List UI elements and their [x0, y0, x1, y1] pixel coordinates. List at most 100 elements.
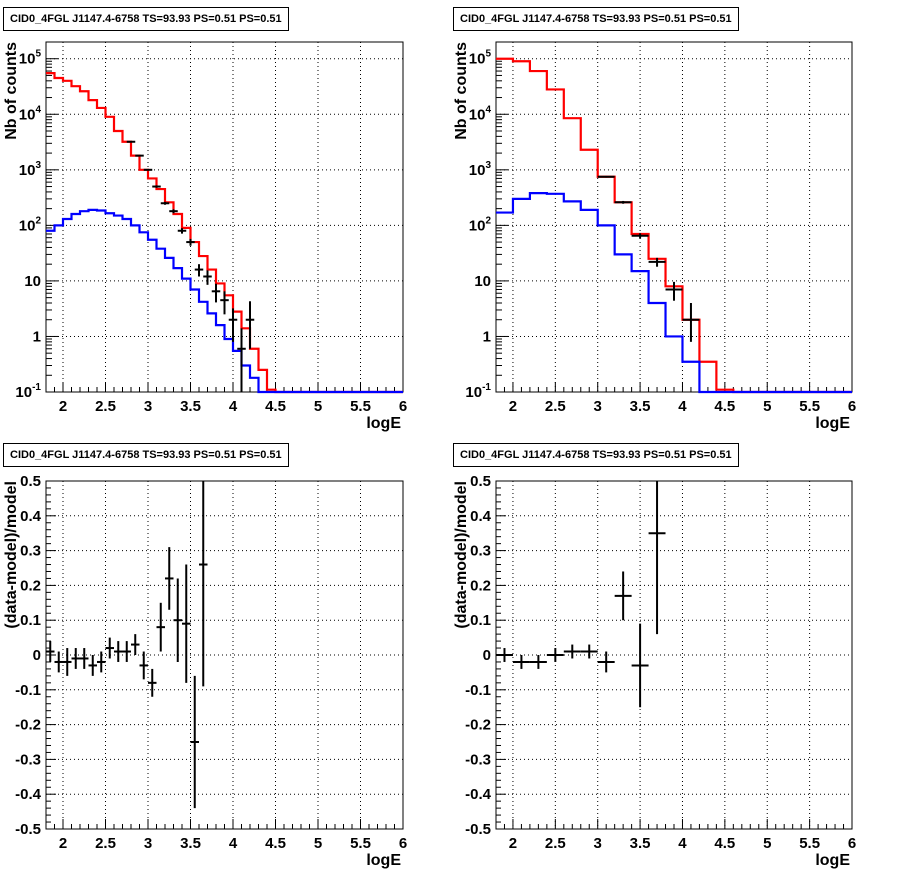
y-tick-label: 1 — [483, 328, 491, 345]
y-tick-label: 105 — [19, 49, 42, 68]
chart-title-1: CID0_4FGL J1147.4-6758 TS=93.93 PS=0.51 … — [3, 7, 289, 31]
x-tick-label: 6 — [848, 835, 856, 852]
series-3 — [126, 140, 255, 392]
x-axis-label: logE — [815, 415, 850, 432]
data-point — [169, 209, 178, 214]
x-axis-label: logE — [366, 852, 401, 869]
x-tick-label: 4 — [678, 398, 687, 415]
data-point — [46, 641, 55, 662]
y-tick-label: 102 — [19, 215, 42, 234]
data-point — [682, 303, 700, 342]
data-point — [190, 675, 199, 809]
data-point — [177, 228, 187, 234]
x-tick-label: 4 — [229, 398, 238, 415]
data-point — [245, 301, 255, 349]
grid — [46, 481, 403, 829]
data-point — [512, 655, 530, 669]
series-1 — [496, 481, 666, 708]
y-tick-label: 10-1 — [465, 382, 491, 401]
data-point — [131, 634, 140, 655]
grid — [496, 42, 852, 392]
series-1 — [46, 72, 403, 394]
y-tick-label: 1 — [33, 328, 41, 345]
series-2 — [496, 192, 852, 394]
x-tick-label: 5 — [314, 398, 322, 415]
data-point — [186, 238, 195, 246]
y-tick-label: 0 — [483, 647, 491, 664]
x-axis-label: logE — [366, 415, 401, 432]
x-tick-label: 5 — [314, 835, 322, 852]
series-2 — [46, 208, 403, 394]
data-point — [648, 257, 666, 267]
data-point — [54, 651, 63, 673]
data-point — [63, 648, 72, 676]
y-tick-label: -0.4 — [15, 786, 42, 803]
y-tick-label: 0.5 — [20, 473, 41, 490]
chart-title-3: CID0_4FGL J1147.4-6758 TS=93.93 PS=0.51 … — [3, 443, 289, 467]
x-axis-label: logE — [815, 852, 850, 869]
x-tick-label: 5.5 — [799, 398, 820, 415]
y-tick-label: 103 — [469, 160, 492, 179]
data-point — [114, 641, 123, 662]
y-tick-label: 0.4 — [20, 508, 42, 525]
data-point — [614, 200, 632, 204]
x-tick-label: 3.5 — [630, 835, 651, 852]
y-tick-label: 0.5 — [470, 473, 491, 490]
x-tick-label: 6 — [848, 398, 856, 415]
data-point — [156, 602, 165, 652]
x-tick-label: 2 — [509, 835, 517, 852]
x-tick-label: 5.5 — [350, 835, 371, 852]
y-tick-label: -0.1 — [15, 682, 41, 699]
y-tick-label: 104 — [19, 104, 42, 123]
y-tick-label: 0.2 — [20, 577, 41, 594]
data-point — [105, 637, 114, 659]
data-point — [631, 233, 649, 239]
x-tick-label: 3 — [594, 835, 602, 852]
chart-panel-3: 2 2.5 3 3.5 4 4.5 5 5.5 6 -0.5 -0.4 -0.3 -0.2 -0.1 0 0.… — [3, 473, 407, 869]
data-point — [80, 648, 89, 669]
grid — [496, 481, 852, 829]
data-point — [122, 641, 131, 662]
y-tick-label: -0.3 — [465, 751, 491, 768]
series-3 — [597, 175, 700, 342]
y-tick-label: 0.4 — [470, 508, 492, 525]
data-point — [228, 308, 238, 342]
data-point — [135, 154, 144, 157]
y-tick-label: 105 — [469, 49, 492, 68]
x-tick-label: 2 — [59, 398, 67, 415]
data-point — [211, 283, 221, 303]
data-point — [631, 623, 649, 708]
data-point — [199, 481, 208, 687]
histogram-line — [46, 208, 403, 394]
data-point — [648, 481, 666, 635]
histogram-line — [496, 192, 852, 394]
x-tick-label: 3 — [594, 398, 602, 415]
x-tick-label: 3.5 — [630, 398, 651, 415]
x-tick-label: 3.5 — [180, 398, 201, 415]
x-tick-label: 5 — [763, 398, 771, 415]
data-point — [143, 168, 153, 171]
y-tick-label: -0.2 — [465, 717, 491, 734]
x-tick-label: 2 — [509, 398, 517, 415]
data-point — [203, 270, 212, 285]
y-axis-label: (data-model)/model — [453, 481, 470, 629]
data-point — [496, 648, 513, 662]
data-point — [148, 668, 157, 697]
y-tick-label: -0.5 — [465, 821, 491, 838]
y-tick-label: 10-1 — [15, 382, 41, 401]
data-point — [614, 571, 632, 621]
x-tick-label: 2.5 — [95, 835, 116, 852]
histogram-line — [496, 57, 852, 394]
data-point — [194, 264, 204, 277]
chart-panel-1: 2 2.5 3 3.5 4 4.5 5 5.5 6 10-1 1 10 102 103 104 105 logE… — [3, 41, 407, 432]
data-point — [71, 648, 80, 669]
data-point — [220, 291, 229, 315]
y-tick-label: 0.3 — [20, 543, 41, 560]
y-tick-label: -0.2 — [15, 717, 41, 734]
x-tick-label: 4 — [229, 835, 238, 852]
chart-title-2: CID0_4FGL J1147.4-6758 TS=93.93 PS=0.51 … — [453, 7, 739, 31]
y-axis-label: Nb of counts — [3, 42, 20, 140]
chart-panel-4: 2 2.5 3 3.5 4 4.5 5 5.5 6 -0.5 -0.4 -0.3 -0.2 -0.1 0 0.… — [453, 473, 856, 869]
data-point — [563, 644, 581, 659]
